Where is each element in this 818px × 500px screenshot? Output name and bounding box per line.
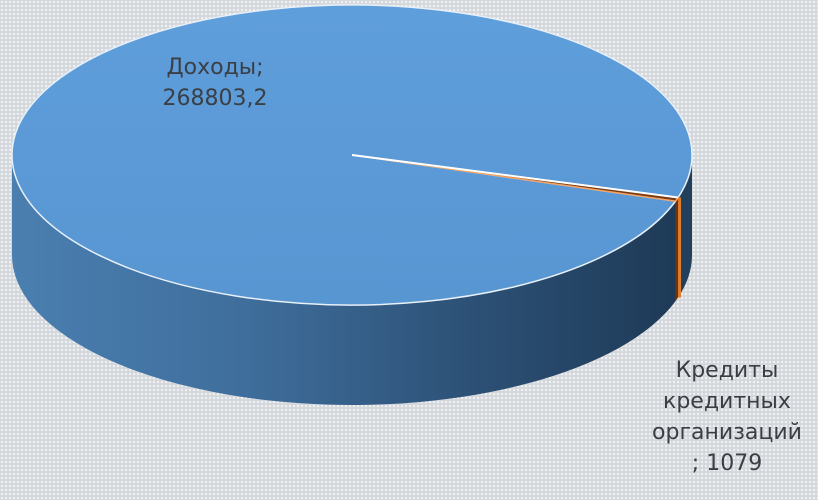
slice-side-kredity xyxy=(675,197,679,302)
data-label-dohody-name: Доходы; xyxy=(166,55,264,80)
slice-side-dohody-right xyxy=(678,155,692,298)
slice-dohody xyxy=(11,4,693,306)
slice-divider xyxy=(351,154,679,199)
data-label-kredity-line3: организаций xyxy=(652,420,802,445)
data-label-kredity-value: ; 1079 xyxy=(691,451,763,476)
data-label-dohody-value: 268803,2 xyxy=(162,86,268,111)
pie-top-face xyxy=(11,4,693,306)
data-label-kredity-line2: кредитных xyxy=(663,389,791,414)
slice-side-dohody xyxy=(12,155,676,405)
data-label-kredity: Кредиты кредитных организаций ; 1079 xyxy=(632,355,818,479)
slice-cut-kredity xyxy=(678,197,682,298)
data-label-kredity-line1: Кредиты xyxy=(675,358,779,383)
data-label-dohody: Доходы; 268803,2 xyxy=(140,52,290,114)
pie-side-wall xyxy=(12,155,692,405)
